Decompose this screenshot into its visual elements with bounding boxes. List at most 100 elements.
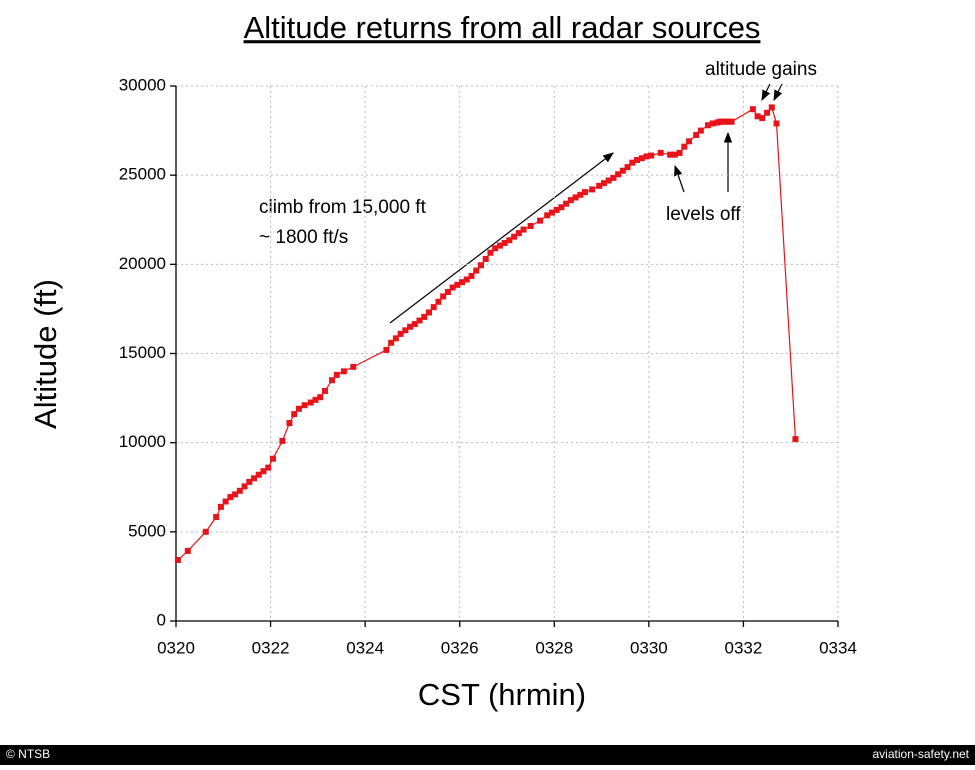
data-point bbox=[496, 242, 503, 249]
data-point bbox=[459, 279, 466, 286]
data-point bbox=[768, 104, 775, 111]
data-point bbox=[421, 313, 428, 320]
data-point bbox=[301, 402, 308, 409]
data-point bbox=[553, 206, 560, 213]
data-point bbox=[667, 151, 674, 158]
data-point bbox=[407, 323, 414, 330]
data-point bbox=[265, 464, 272, 471]
data-point bbox=[468, 272, 475, 279]
data-point bbox=[589, 186, 596, 193]
data-point bbox=[792, 436, 799, 443]
data-point bbox=[567, 197, 574, 204]
source-credit: © NTSB bbox=[6, 747, 50, 761]
data-point bbox=[213, 514, 220, 521]
data-point bbox=[759, 115, 766, 122]
data-point bbox=[329, 377, 336, 384]
data-point bbox=[217, 503, 224, 510]
x-tick-label: 0324 bbox=[346, 638, 384, 657]
x-tick-label: 0328 bbox=[535, 638, 573, 657]
data-point bbox=[255, 471, 262, 478]
data-point bbox=[572, 194, 579, 201]
data-point bbox=[473, 267, 480, 274]
data-point bbox=[600, 180, 607, 187]
data-point bbox=[307, 399, 314, 406]
y-tick-label: 15000 bbox=[119, 343, 166, 362]
annotation-arrow bbox=[674, 164, 685, 193]
data-point bbox=[350, 363, 357, 370]
data-point bbox=[454, 281, 461, 288]
data-point bbox=[634, 157, 641, 164]
data-point bbox=[610, 174, 617, 181]
data-point bbox=[520, 226, 527, 233]
data-point bbox=[773, 120, 780, 127]
annotation: levels off bbox=[666, 204, 741, 225]
data-point bbox=[402, 327, 409, 334]
data-point bbox=[582, 189, 589, 196]
annotation: climb from 15,000 ft bbox=[259, 197, 427, 218]
data-point bbox=[511, 233, 518, 240]
data-point bbox=[425, 309, 432, 316]
data-point bbox=[681, 143, 688, 150]
data-point bbox=[596, 182, 603, 189]
data-point bbox=[383, 346, 390, 353]
data-point bbox=[754, 113, 761, 120]
data-point bbox=[657, 149, 664, 156]
data-point bbox=[246, 478, 253, 485]
data-point bbox=[728, 118, 735, 125]
footer-bar bbox=[0, 745, 975, 765]
data-point bbox=[333, 371, 340, 378]
data-point bbox=[693, 132, 700, 139]
y-tick-label: 20000 bbox=[119, 254, 166, 273]
data-point bbox=[463, 276, 470, 283]
data-point bbox=[435, 298, 442, 305]
annotation: altitude gains bbox=[705, 59, 817, 80]
x-tick-label: 0330 bbox=[630, 638, 668, 657]
annotation-arrow bbox=[389, 152, 614, 324]
data-point bbox=[577, 191, 584, 198]
data-point bbox=[487, 249, 494, 256]
data-point bbox=[697, 127, 704, 134]
x-tick-label: 0326 bbox=[441, 638, 479, 657]
x-axis-label: CST (hrmin) bbox=[418, 677, 586, 712]
data-point bbox=[392, 335, 399, 342]
annotation-arrow bbox=[773, 83, 783, 101]
data-point bbox=[260, 468, 267, 475]
chart-title: Altitude returns from all radar sources bbox=[244, 10, 761, 45]
data-point bbox=[279, 437, 286, 444]
data-point bbox=[764, 109, 771, 116]
data-point bbox=[676, 149, 683, 156]
data-point bbox=[241, 483, 248, 490]
data-point bbox=[638, 155, 645, 162]
site-credit: aviation-safety.net bbox=[873, 747, 970, 761]
data-point bbox=[704, 122, 711, 129]
data-point bbox=[515, 230, 522, 237]
data-point bbox=[295, 405, 302, 412]
data-point bbox=[444, 288, 451, 295]
data-point bbox=[312, 396, 319, 403]
data-point bbox=[527, 222, 534, 229]
data-point bbox=[548, 209, 555, 216]
data-point bbox=[615, 171, 622, 178]
data-point bbox=[544, 212, 551, 219]
data-point bbox=[286, 420, 293, 427]
data-point bbox=[317, 394, 324, 401]
data-point bbox=[643, 153, 650, 160]
data-point bbox=[506, 237, 513, 244]
y-tick-label: 25000 bbox=[119, 165, 166, 184]
data-point bbox=[624, 164, 631, 171]
data-point bbox=[321, 387, 328, 394]
data-point bbox=[619, 167, 626, 174]
data-point bbox=[648, 152, 655, 159]
data-point bbox=[411, 321, 418, 328]
x-tick-label: 0320 bbox=[157, 638, 195, 657]
data-point bbox=[251, 475, 258, 482]
x-tick-label: 0332 bbox=[725, 638, 763, 657]
data-point bbox=[492, 245, 499, 252]
data-point bbox=[184, 547, 191, 554]
data-point bbox=[477, 262, 484, 269]
data-point bbox=[291, 411, 298, 418]
y-tick-label: 30000 bbox=[119, 75, 166, 94]
data-point bbox=[340, 368, 347, 375]
